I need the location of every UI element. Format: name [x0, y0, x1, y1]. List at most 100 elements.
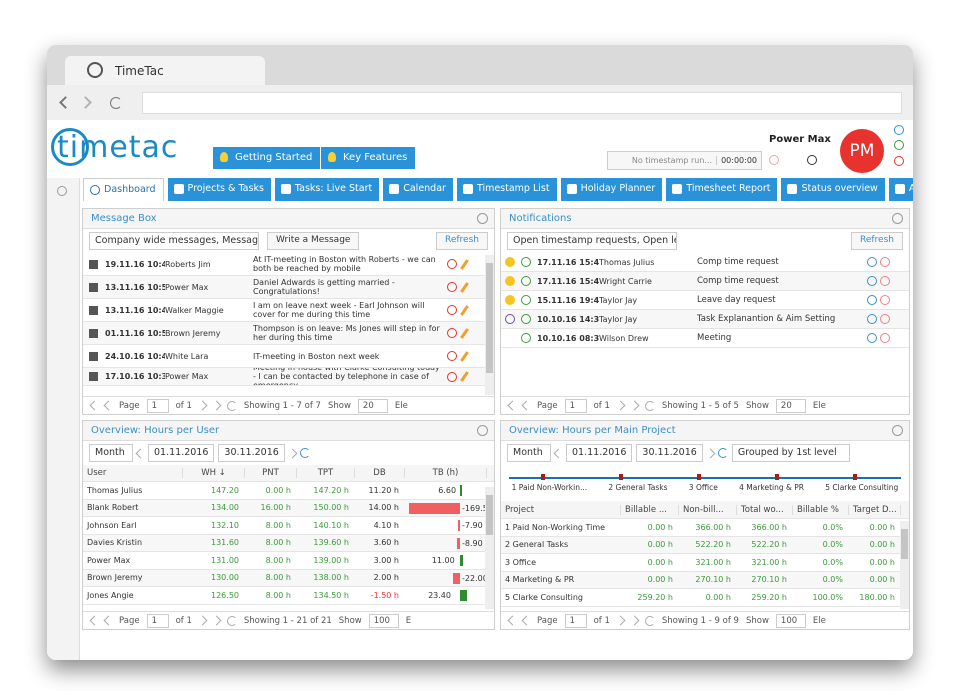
add-icon[interactable] — [521, 276, 531, 286]
delete-icon[interactable] — [880, 276, 890, 286]
delete-icon[interactable] — [880, 257, 890, 267]
next-period[interactable] — [705, 448, 716, 458]
view-icon[interactable] — [867, 257, 877, 267]
prev-page[interactable] — [103, 400, 114, 411]
sidebar-toggle[interactable] — [57, 186, 67, 196]
column-header[interactable]: TPT — [297, 468, 355, 478]
filter-select[interactable]: Open timestamp requests, Open le: — [507, 232, 677, 250]
edit-icon[interactable] — [460, 258, 469, 270]
page-size[interactable]: 20 — [775, 398, 806, 413]
prev-page[interactable] — [521, 615, 532, 626]
first-page[interactable] — [507, 615, 518, 626]
column-header[interactable]: Target D... — [849, 504, 901, 515]
column-header[interactable]: WH ↓ — [183, 468, 245, 478]
column-header[interactable]: Project — [501, 504, 621, 515]
nav-tab[interactable]: Projects & Tasks — [167, 178, 271, 201]
page-size[interactable]: 100 — [368, 613, 399, 628]
help-icon[interactable] — [477, 213, 488, 224]
column-header[interactable]: Non-bill... — [679, 504, 737, 515]
delete-icon[interactable] — [880, 295, 890, 305]
column-header[interactable]: Billable % — [793, 504, 849, 515]
reload-button[interactable] — [110, 97, 122, 109]
first-page[interactable] — [507, 400, 518, 411]
nav-tab[interactable]: Dashboard — [83, 178, 164, 201]
reload[interactable] — [644, 615, 655, 626]
date-from[interactable]: 01.11.2016 — [148, 444, 215, 462]
grouping-select[interactable]: Grouped by 1st level — [731, 444, 850, 462]
header-button[interactable]: Key Features — [321, 147, 416, 169]
add-icon[interactable] — [521, 314, 531, 324]
add-icon[interactable] — [521, 295, 531, 305]
help-icon[interactable] — [477, 425, 488, 436]
nav-tab[interactable]: Calendar — [383, 178, 453, 201]
nav-tab[interactable]: Acti — [888, 178, 913, 201]
column-header[interactable]: PNT — [245, 468, 297, 478]
reload[interactable] — [644, 400, 655, 411]
column-header[interactable]: DB — [355, 468, 405, 478]
play-icon[interactable] — [807, 155, 817, 165]
page-input[interactable]: 1 — [564, 613, 587, 628]
reload[interactable] — [226, 615, 237, 626]
nav-tab[interactable]: Timestamp List — [456, 178, 557, 201]
period-select[interactable]: Month — [89, 444, 133, 462]
address-bar[interactable] — [142, 92, 902, 114]
period-select[interactable]: Month — [507, 444, 551, 462]
next-page[interactable] — [615, 615, 626, 626]
view-icon[interactable] — [867, 295, 877, 305]
last-page[interactable] — [211, 400, 222, 411]
add-icon[interactable] — [521, 333, 531, 343]
nav-tab[interactable]: Status overview — [781, 178, 885, 201]
back-button[interactable] — [59, 96, 72, 109]
prev-page[interactable] — [521, 400, 532, 411]
page-input[interactable]: 1 — [564, 398, 587, 413]
edit-icon[interactable] — [460, 371, 469, 382]
last-page[interactable] — [211, 615, 222, 626]
delete-icon[interactable] — [447, 371, 457, 382]
last-page[interactable] — [629, 400, 640, 411]
refresh-button[interactable]: Refresh — [851, 232, 903, 250]
header-icon[interactable] — [894, 125, 904, 135]
edit-icon[interactable] — [460, 304, 469, 316]
refresh-button[interactable]: Refresh — [436, 232, 488, 250]
date-from[interactable]: 01.11.2016 — [566, 444, 633, 462]
first-page[interactable] — [89, 400, 100, 411]
date-to[interactable]: 30.11.2016 — [636, 444, 703, 462]
page-input[interactable]: 1 — [146, 398, 169, 413]
filter-select[interactable]: Company wide messages, Message: — [89, 232, 259, 250]
last-page[interactable] — [629, 615, 640, 626]
column-header[interactable]: Billable ... — [621, 504, 679, 515]
view-icon[interactable] — [867, 314, 877, 324]
help-icon[interactable] — [892, 213, 903, 224]
write-button[interactable]: Write a Message — [267, 232, 360, 250]
next-page[interactable] — [197, 400, 208, 411]
first-page[interactable] — [89, 615, 100, 626]
reload[interactable] — [717, 448, 728, 458]
timestamp-box[interactable]: No timestamp run... 00:00:00 — [607, 151, 762, 170]
delete-icon[interactable] — [447, 328, 457, 338]
page-input[interactable]: 1 — [146, 613, 169, 628]
view-icon[interactable] — [867, 333, 877, 343]
reload[interactable] — [299, 448, 310, 458]
forward-button[interactable] — [79, 96, 92, 109]
page-size[interactable]: 100 — [775, 613, 806, 628]
prev-period[interactable] — [135, 448, 146, 458]
delete-icon[interactable] — [447, 282, 457, 292]
nav-tab[interactable]: Tasks: Live Start — [274, 178, 380, 201]
prev-page[interactable] — [103, 615, 114, 626]
header-icon[interactable] — [894, 140, 904, 150]
help-icon[interactable] — [892, 425, 903, 436]
delete-icon[interactable] — [447, 351, 457, 361]
next-period[interactable] — [287, 448, 298, 458]
reload[interactable] — [226, 400, 237, 411]
column-header[interactable]: User — [83, 468, 183, 478]
date-to[interactable]: 30.11.2016 — [218, 444, 285, 462]
column-header[interactable]: TB (h) — [405, 468, 487, 478]
delete-icon[interactable] — [447, 259, 457, 269]
edit-icon[interactable] — [460, 327, 469, 339]
header-icon[interactable] — [894, 156, 904, 166]
view-icon[interactable] — [867, 276, 877, 286]
delete-icon[interactable] — [447, 305, 457, 315]
next-page[interactable] — [615, 400, 626, 411]
column-header[interactable]: Total wo... — [737, 504, 793, 515]
edit-icon[interactable] — [460, 281, 469, 293]
